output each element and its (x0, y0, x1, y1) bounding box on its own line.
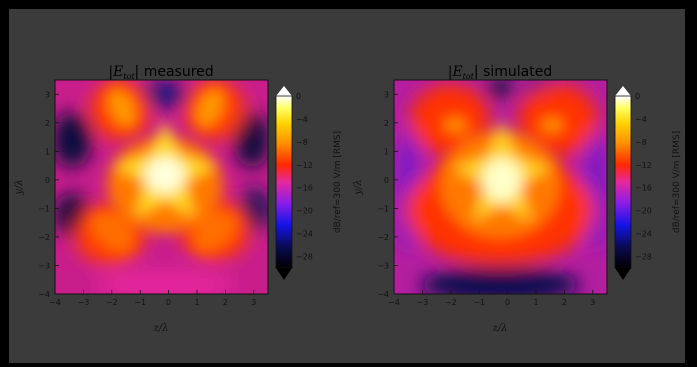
colorbar-ticks-simulated: 0 −4 −8 −12 −16 −20 −24 −28 (635, 92, 652, 262)
x-tick-label: 1 (533, 298, 538, 307)
x-tick-label: −2 (106, 298, 118, 307)
colorbar-tick-label: −24 (635, 230, 652, 239)
colorbar-tick-label: −12 (635, 161, 652, 170)
colorbar-tick-label: −4 (635, 115, 647, 124)
x-axis-label-simulated: z/λ (492, 323, 508, 334)
y-tick-label: 2 (45, 119, 50, 128)
y-ticks-measured: −4 −3 −2 −1 0 1 2 3 (38, 90, 50, 299)
y-ticks-simulated: −4 −3 −2 −1 0 1 2 3 (377, 90, 389, 299)
x-ticks-simulated: −4 −3 −2 −1 0 1 2 3 (388, 298, 595, 307)
colorbar-tick-label: −16 (635, 184, 652, 193)
y-tick-label: −3 (377, 261, 389, 270)
heatmap-field-measured (55, 80, 268, 294)
y-tick-label: −1 (38, 204, 50, 213)
y-tick-label: −4 (38, 290, 50, 299)
x-tick-label: −4 (49, 298, 61, 307)
plot-frame-measured (54, 79, 269, 295)
y-tick-label: 3 (384, 90, 389, 99)
x-tick-label: −3 (78, 298, 90, 307)
colorbar-top-arrow (615, 86, 631, 96)
y-tick-label: −4 (377, 290, 389, 299)
colorbar-measured (275, 95, 293, 269)
colorbar-tick-label: −8 (635, 138, 647, 147)
colorbar-label-simulated: dB/ref=300 V/m [RMS] (672, 131, 682, 233)
y-tick-label: 2 (384, 119, 389, 128)
colorbar-label-measured: dB/ref=300 V/m [RMS] (333, 131, 343, 233)
heatmap-panel-measured: |Etot| measured (14, 64, 343, 334)
plot-frame-simulated (393, 79, 608, 295)
colorbar-tick-label: −4 (296, 115, 308, 124)
x-tick-label: 3 (590, 298, 595, 307)
x-tick-label: 2 (562, 298, 567, 307)
colorbar-tick-label: −8 (296, 138, 308, 147)
colorbar-tick-label: −12 (296, 161, 313, 170)
colorbar-tick-label: −28 (296, 253, 313, 262)
x-tick-label: 3 (251, 298, 256, 307)
y-axis-label-measured: y/λ (14, 179, 25, 195)
colorbar-tick-label: −24 (296, 230, 313, 239)
y-tick-label: −3 (38, 261, 50, 270)
colorbar-tick-label: −28 (635, 253, 652, 262)
colorbar-tick-label: −20 (635, 207, 652, 216)
x-tick-label: −1 (473, 298, 485, 307)
colorbar-tick-label: −20 (296, 207, 313, 216)
x-axis-label-measured: z/λ (153, 323, 169, 334)
x-ticks-measured: −4 −3 −2 −1 0 1 2 3 (49, 298, 256, 307)
y-tick-label: 3 (45, 90, 50, 99)
y-tick-label: 1 (45, 147, 50, 156)
colorbar-tick-label: −16 (296, 184, 313, 193)
y-tick-label: 0 (45, 176, 50, 185)
y-axis-label-simulated: y/λ (353, 179, 364, 195)
colorbar-tick-label: 0 (635, 92, 640, 101)
colorbar-top-arrow (276, 86, 292, 96)
x-tick-label: −1 (134, 298, 146, 307)
y-tick-label: −2 (38, 233, 50, 242)
heatmap-panel-simulated: |Etot| simulated z/λ y/ (353, 64, 682, 334)
x-tick-label: 1 (194, 298, 199, 307)
x-tick-label: −2 (445, 298, 457, 307)
colorbar-tick-label: 0 (296, 92, 301, 101)
x-tick-label: 2 (223, 298, 228, 307)
chart-title-measured: |Etot| measured (108, 64, 213, 81)
y-tick-label: 1 (384, 147, 389, 156)
chart-title-simulated: |Etot| simulated (448, 64, 553, 81)
y-tick-label: 0 (384, 176, 389, 185)
colorbar-ticks-measured: 0 −4 −8 −12 −16 −20 −24 −28 (296, 92, 313, 262)
y-tick-label: −2 (377, 233, 389, 242)
x-tick-label: −4 (388, 298, 400, 307)
x-tick-label: 0 (505, 298, 510, 307)
x-tick-label: −3 (417, 298, 429, 307)
heatmap-field-simulated (394, 80, 607, 294)
colorbar-simulated (614, 95, 632, 269)
colorbar-bottom-arrow (615, 268, 631, 280)
y-tick-label: −1 (377, 204, 389, 213)
x-tick-label: 0 (166, 298, 171, 307)
colorbar-bottom-arrow (276, 268, 292, 280)
